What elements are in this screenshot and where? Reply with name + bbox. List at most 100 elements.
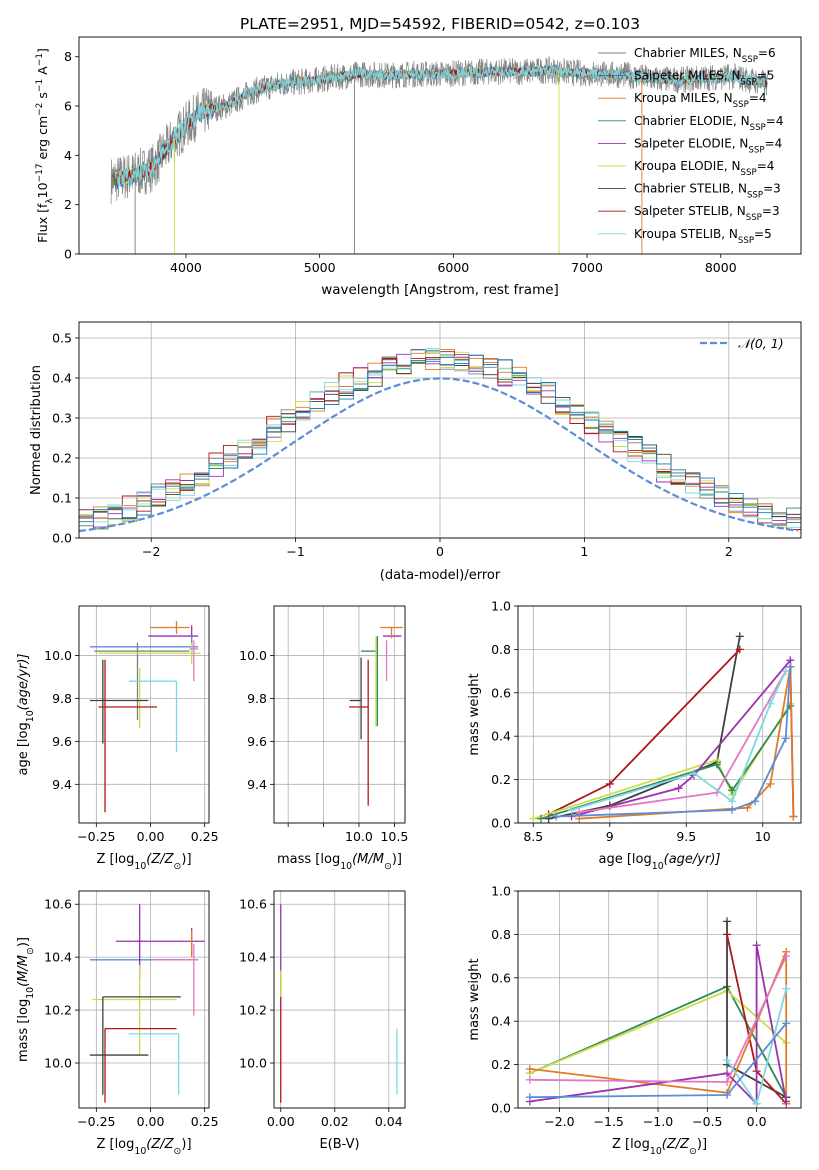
y-tick-label: 0.3 — [52, 411, 72, 426]
histogram-step — [79, 354, 801, 534]
y-axis-label: mass weight — [467, 673, 482, 755]
x-axis-label: Z [log10(Z/Z⊙)] — [96, 1137, 191, 1157]
x-tick-label: −0.25 — [77, 1114, 115, 1129]
series-marker — [786, 662, 795, 671]
legend-entry: Chabrier STELIB, NSSP=3 — [634, 182, 781, 201]
data-point — [89, 659, 149, 744]
x-tick-label: 0.0 — [747, 1114, 767, 1129]
plot-area — [89, 904, 205, 1103]
y-tick-label: 10.4 — [239, 950, 267, 965]
y-tick-label: 0.2 — [491, 772, 511, 787]
residual-histogram-panel: −2 −1 0 1 2 0.0 0.1 0.2 0.3 0.4 0.5 𝒩(0, 1) (data-mo… — [29, 321, 802, 583]
series-marker — [751, 797, 760, 806]
series-marker — [781, 667, 790, 676]
series-line — [548, 636, 741, 820]
series-marker — [766, 779, 775, 788]
x-tick-label: 0 — [436, 544, 444, 559]
x-tick-label: −1.5 — [594, 1114, 624, 1129]
series-marker — [723, 1077, 732, 1086]
y-tick-label: 10.6 — [44, 897, 72, 912]
series-marker — [789, 812, 798, 821]
x-tick-label: −1 — [286, 544, 304, 559]
y-tick-label: 10.0 — [44, 1056, 72, 1071]
legend: 𝒩(0, 1) — [700, 336, 784, 351]
plot-area — [110, 56, 768, 254]
series-marker — [766, 699, 775, 708]
legend-entry: Salpeter STELIB, NSSP=3 — [634, 204, 780, 223]
y-tick-label: 9.4 — [52, 777, 72, 792]
series-marker — [723, 1090, 732, 1099]
data-point — [89, 636, 199, 658]
axes-frame — [78, 890, 210, 1109]
series-marker — [567, 805, 576, 814]
legend-entry: Kroupa MILES, NSSP=4 — [634, 91, 767, 110]
x-axis-label: mass [log10(M/M⊙)] — [277, 852, 402, 872]
x-tick-label: 2 — [725, 544, 733, 559]
data-point — [150, 621, 190, 634]
spectrum-panel: 4000 5000 6000 7000 8000 0 2 4 6 8 wavelength [Ang… — [35, 36, 802, 298]
series-marker — [782, 952, 791, 961]
spectrum-line — [117, 64, 765, 188]
series-marker — [782, 1019, 791, 1028]
x-tick-label: −0.5 — [692, 1114, 722, 1129]
y-tick-label: 0 — [64, 247, 72, 262]
series-marker — [525, 1093, 534, 1102]
mass-vs-Z-panel: −0.25 0.00 0.25 10.0 10.2 10.4 10.6 Z [log10(Z/… — [16, 890, 219, 1157]
y-tick-label: 10.2 — [44, 1003, 72, 1018]
series-marker — [735, 645, 744, 654]
x-tick-label: −0.25 — [77, 829, 115, 844]
legend: Chabrier MILES, NSSP=6 Salpeter MILES, NS… — [598, 46, 783, 246]
series-marker — [728, 786, 737, 795]
data-point — [349, 657, 362, 740]
series-marker — [723, 1069, 732, 1078]
y-tick-label: 0.6 — [491, 970, 511, 985]
y-tick-label: 0.8 — [491, 927, 511, 942]
y-tick-label: 9.8 — [247, 691, 267, 706]
axes-frame — [78, 605, 210, 824]
y-tick-label: 0.2 — [52, 451, 72, 466]
axes-frame — [273, 890, 406, 1109]
x-tick-label: 8000 — [705, 260, 737, 275]
x-tick-label: 4000 — [170, 260, 202, 275]
x-tick-label: 9.5 — [676, 829, 696, 844]
x-tick-label: 0.25 — [191, 829, 219, 844]
x-axis-label: Z [log10(Z/Z⊙)] — [96, 852, 191, 872]
x-tick-label: 1 — [580, 544, 588, 559]
x-tick-label: 0.00 — [137, 829, 165, 844]
plot-area — [280, 904, 398, 1103]
series-marker — [536, 814, 545, 823]
axes-frame — [517, 890, 802, 1109]
legend-entry: Chabrier ELODIE, NSSP=4 — [634, 114, 783, 133]
axes-frame — [517, 605, 802, 824]
plot-area — [525, 917, 791, 1108]
y-tick-label: 9.6 — [247, 734, 267, 749]
y-tick-label: 0.1 — [52, 491, 72, 506]
x-tick-label: 5000 — [304, 260, 336, 275]
x-tick-label: 0.02 — [321, 1114, 349, 1129]
legend-entry: Salpeter ELODIE, NSSP=4 — [634, 136, 782, 155]
y-tick-label: 0.8 — [491, 642, 511, 657]
x-tick-label: −2.0 — [544, 1114, 574, 1129]
mass-weight-vs-age-panel: 8.5 9 9.5 10 0.0 0.2 0.4 0.6 0.8 1.0 age [log10(ag… — [467, 599, 802, 872]
x-axis-label: E(B-V) — [319, 1137, 359, 1152]
series-marker — [752, 941, 761, 950]
y-tick-label: 0.0 — [491, 816, 511, 831]
x-tick-label: 9 — [606, 829, 614, 844]
x-tick-label: 10.0 — [345, 829, 373, 844]
plot-area — [349, 626, 403, 806]
y-tick-label: 10.4 — [44, 950, 72, 965]
y-tick-label: 0.5 — [52, 331, 72, 346]
normal-reference-curve — [79, 377, 799, 533]
legend-entry: Salpeter MILES, NSSP=5 — [634, 69, 774, 88]
data-point — [104, 1027, 177, 1103]
series-marker — [723, 1056, 732, 1065]
y-tick-label: 1.0 — [491, 599, 511, 614]
series-marker — [752, 1099, 761, 1108]
mass-vs-EBV-panel: 0.00 0.02 0.04 10.0 10.2 10.4 10.6 E(B-V) — [239, 890, 406, 1152]
y-axis-label: mass weight — [467, 958, 482, 1040]
series-marker — [689, 769, 698, 778]
y-tick-label: 8 — [64, 49, 72, 64]
series-line — [548, 648, 741, 816]
mass-weight-vs-Z-panel: −2.0 −1.5 −1.0 −0.5 0.0 0.0 0.2 0.4 0.6 0.8 1.0 Z [… — [467, 884, 802, 1157]
